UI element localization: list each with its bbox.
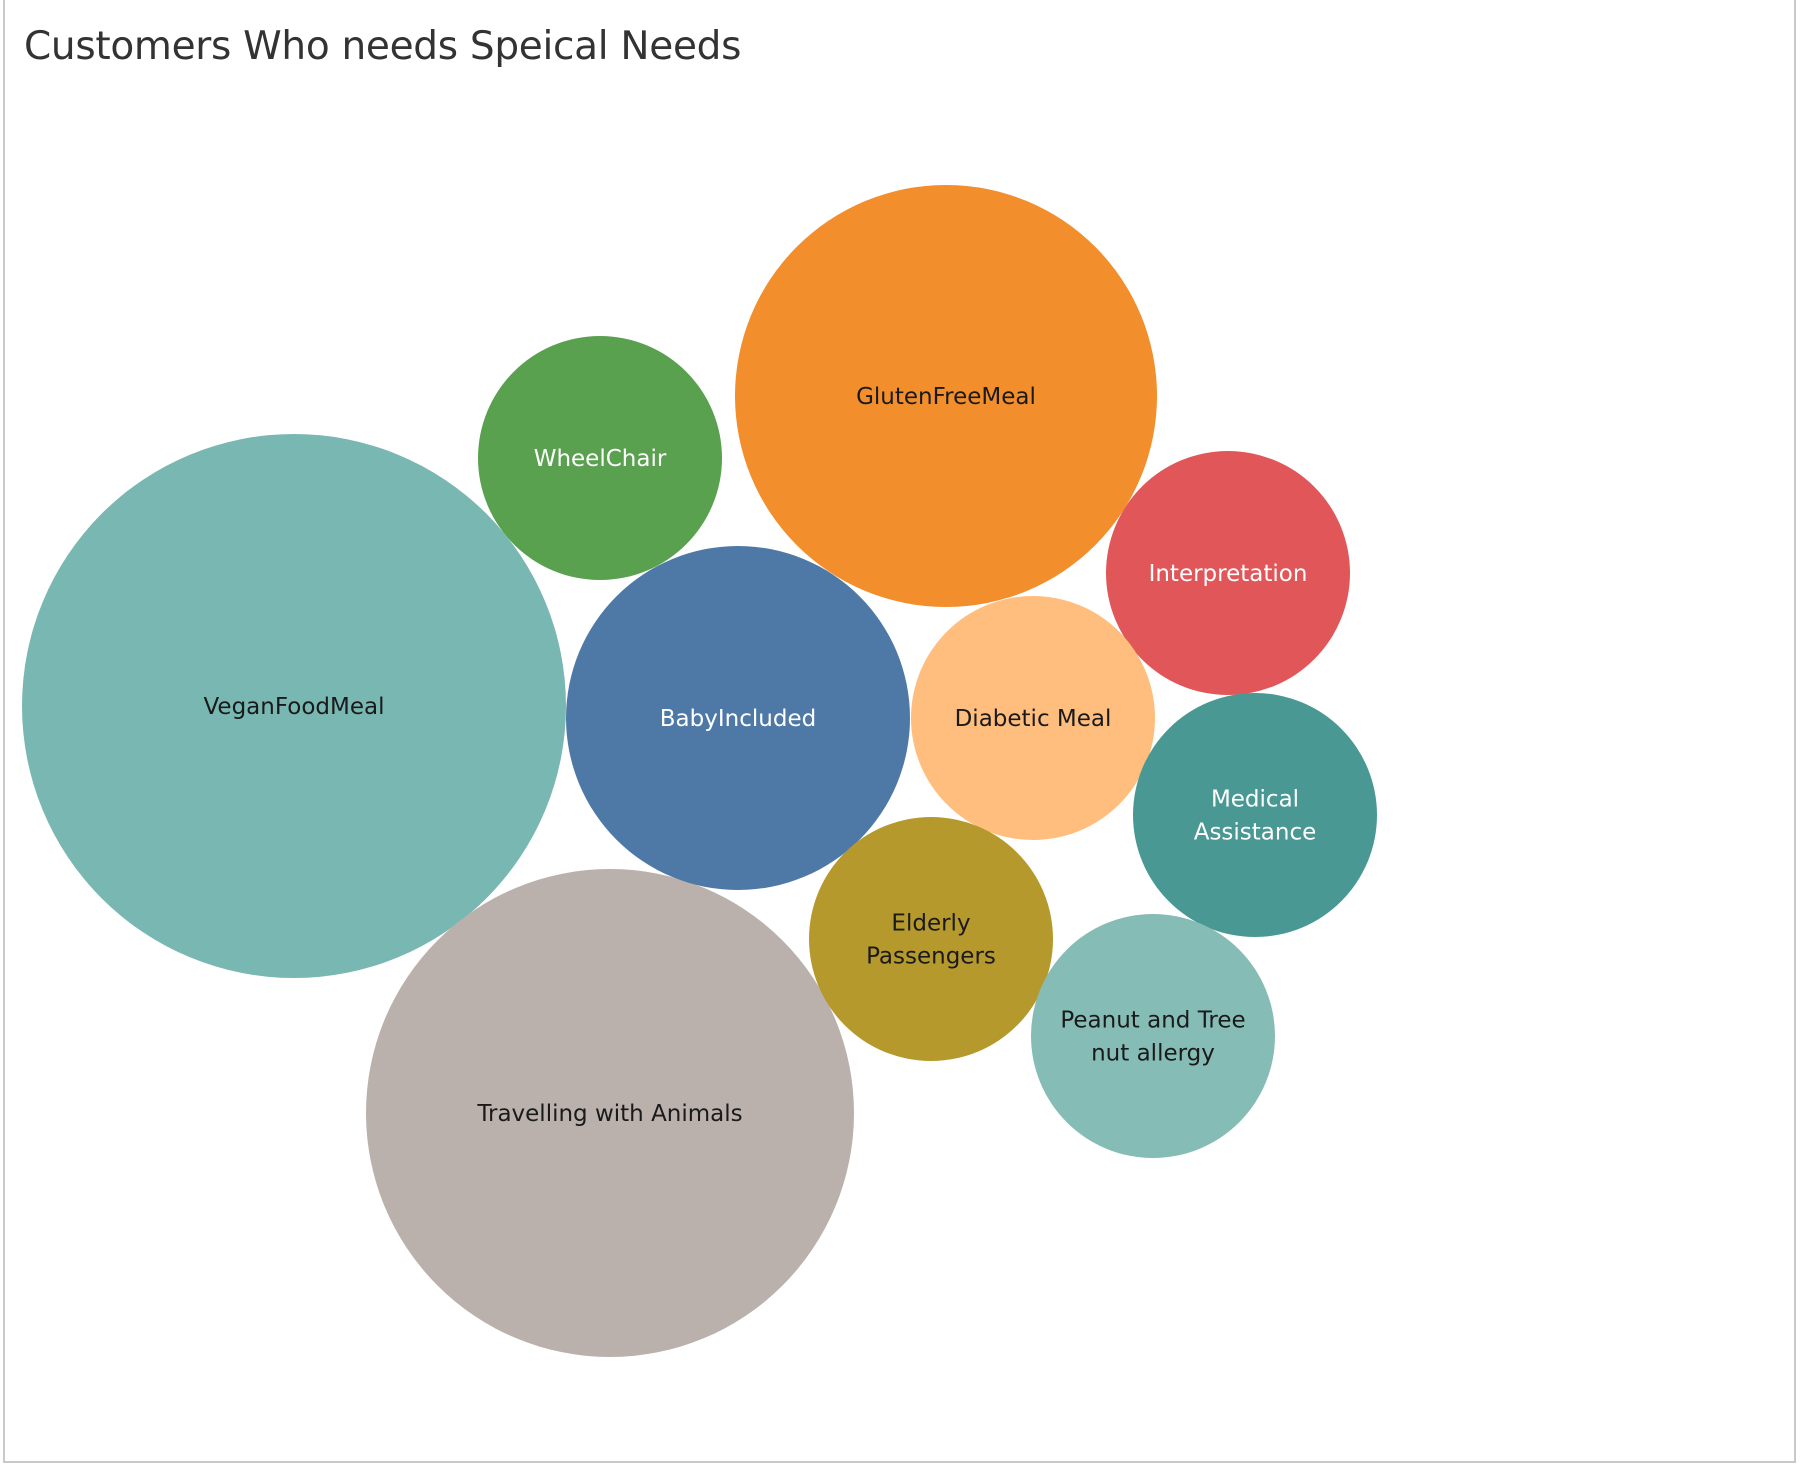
bubble-wheelchair[interactable]: WheelChair: [478, 336, 722, 580]
bubble-label-line: GlutenFreeMeal: [856, 384, 1036, 410]
bubble-label-line: Elderly: [891, 911, 970, 937]
bubble-interpretation[interactable]: Interpretation: [1106, 451, 1350, 695]
bubble-label-line: Interpretation: [1149, 561, 1308, 587]
bubble-circle-wheelchair[interactable]: [478, 336, 722, 580]
bubble-label-peanut-and-tree-nut-allergy: Peanut and Tree nut allergy: [1060, 1008, 1245, 1067]
bubble-label-line: Diabetic Meal: [955, 706, 1112, 732]
bubble-babyincluded[interactable]: BabyIncluded: [566, 546, 910, 890]
bubble-label-line: BabyIncluded: [660, 706, 816, 732]
bubble-label-line: Medical: [1211, 787, 1299, 813]
chart-frame: [3, 0, 1796, 1463]
bubble-label-line: Travelling with Animals: [476, 1101, 742, 1127]
bubble-circle-diabetic-meal[interactable]: [911, 596, 1155, 840]
bubble-label-elderly-passengers: Elderly Passengers: [866, 911, 996, 970]
bubble-label-wheelchair: WheelChair: [534, 446, 667, 472]
bubble-medical-assistance[interactable]: Medical Assistance: [1133, 693, 1377, 937]
bubble-circle-interpretation[interactable]: [1106, 451, 1350, 695]
bubble-peanut-and-tree-nut-allergy[interactable]: Peanut and Tree nut allergy: [1031, 914, 1275, 1158]
bubble-circle-medical-assistance[interactable]: [1133, 693, 1377, 937]
bubble-circle-babyincluded[interactable]: [566, 546, 910, 890]
bubble-label-interpretation: Interpretation: [1149, 561, 1308, 587]
bubble-elderly-passengers[interactable]: Elderly Passengers: [809, 817, 1053, 1061]
bubble-label-line: VeganFoodMeal: [203, 694, 384, 720]
bubble-label-line: Assistance: [1194, 820, 1317, 846]
bubble-circle-veganfoodmeal[interactable]: [22, 434, 566, 978]
bubble-label-line: nut allergy: [1091, 1041, 1215, 1067]
bubble-label-glutenfreemeal: GlutenFreeMeal: [856, 384, 1036, 410]
bubble-label-diabetic-meal: Diabetic Meal: [955, 706, 1112, 732]
bubble-label-travelling-with-animals: Travelling with Animals: [476, 1101, 742, 1127]
bubble-diabetic-meal[interactable]: Diabetic Meal: [911, 596, 1155, 840]
bubble-circle-glutenfreemeal[interactable]: [735, 185, 1157, 607]
bubble-travelling-with-animals[interactable]: Travelling with Animals: [366, 869, 854, 1357]
bubble-label-medical-assistance: Medical Assistance: [1194, 787, 1317, 846]
bubble-circle-peanut-and-tree-nut-allergy[interactable]: [1031, 914, 1275, 1158]
bubble-label-babyincluded: BabyIncluded: [660, 706, 816, 732]
chart-title: Customers Who needs Speical Needs: [24, 24, 742, 69]
bubble-label-line: Passengers: [866, 944, 996, 970]
bubble-circle-travelling-with-animals[interactable]: [366, 869, 854, 1357]
bubble-label-line: WheelChair: [534, 446, 667, 472]
bubble-glutenfreemeal[interactable]: GlutenFreeMeal: [735, 185, 1157, 607]
bubble-veganfoodmeal[interactable]: VeganFoodMeal: [22, 434, 566, 978]
bubble-circle-elderly-passengers[interactable]: [809, 817, 1053, 1061]
bubble-label-line: Peanut and Tree: [1060, 1008, 1245, 1034]
bubble-label-veganfoodmeal: VeganFoodMeal: [203, 694, 384, 720]
